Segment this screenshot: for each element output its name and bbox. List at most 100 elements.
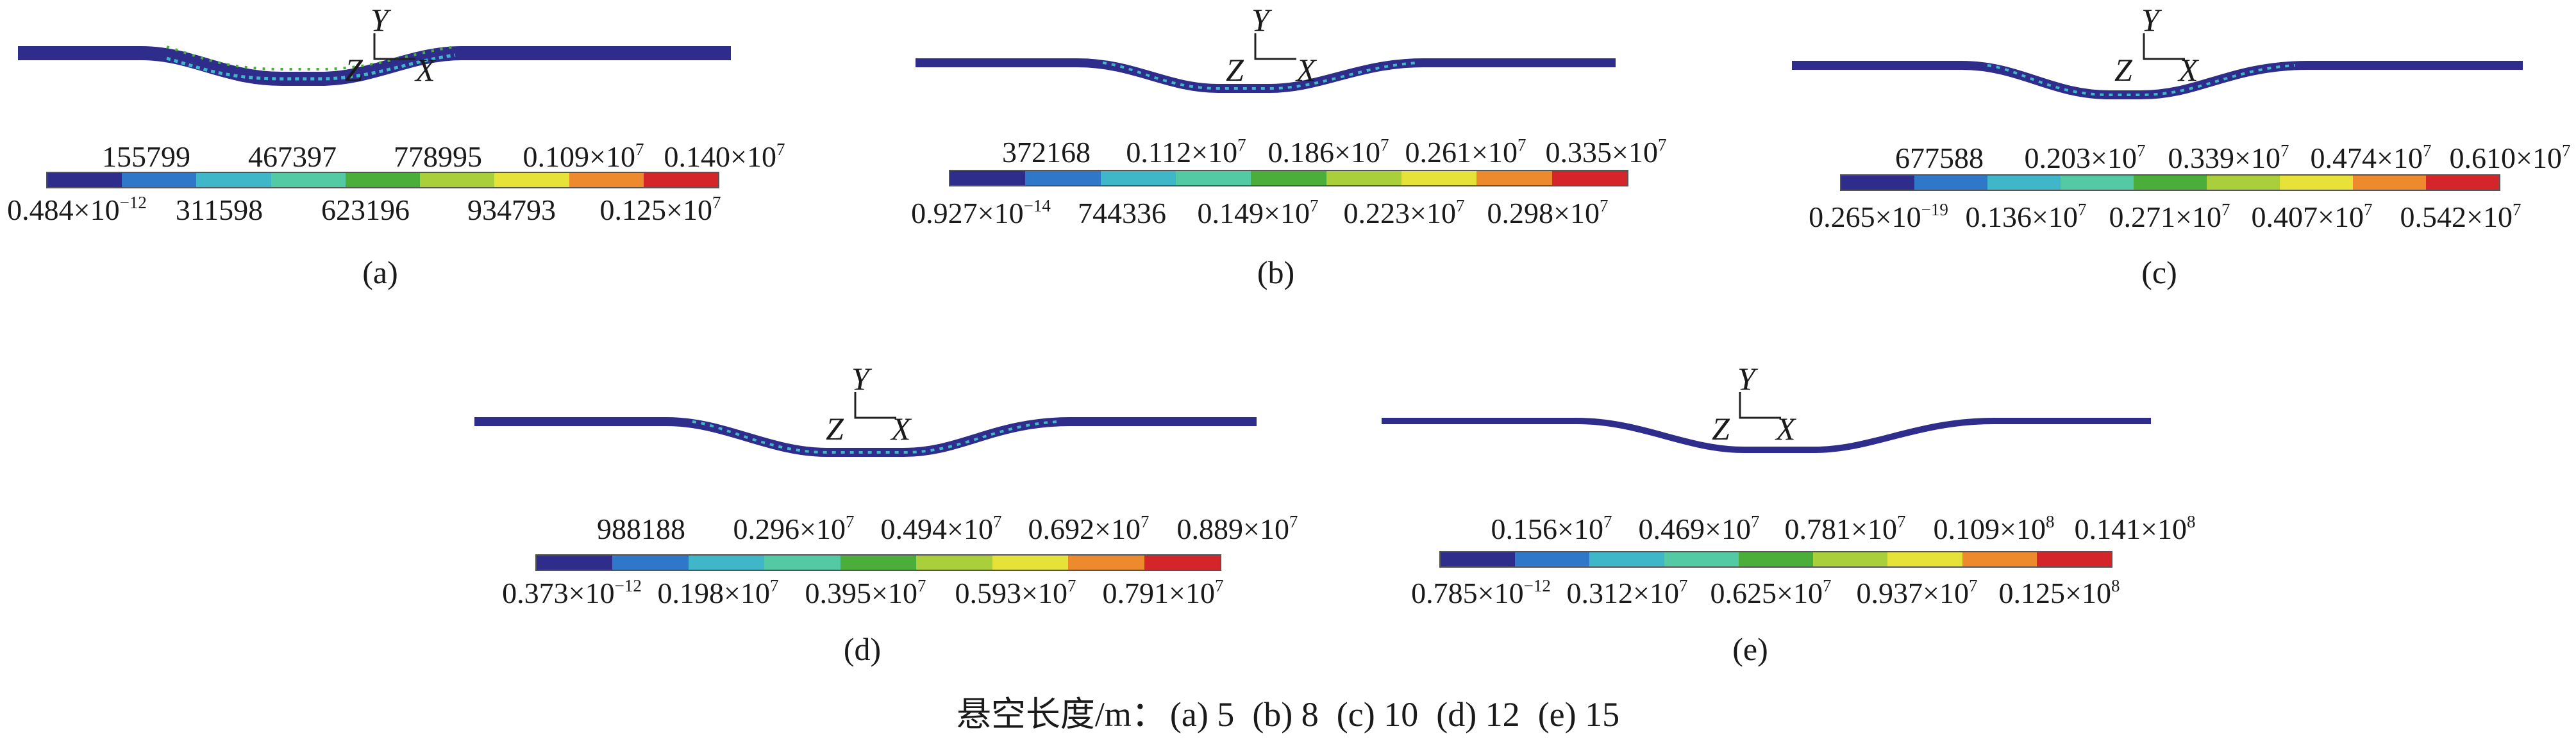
colorbar-segment	[2061, 176, 2134, 190]
colorbar-bottom-label-2: 0.312×107	[1566, 576, 1688, 609]
colorbar-segment	[537, 556, 613, 570]
colorbar-segment	[764, 556, 841, 570]
colorbar-segment	[992, 556, 1069, 570]
subfigure-label-a: (a)	[362, 254, 398, 290]
pipe-deformation-plot	[1792, 61, 2523, 99]
colorbar-segment	[271, 173, 346, 187]
colorbar-legend	[535, 554, 1221, 571]
axes-lines	[854, 392, 896, 419]
colorbar-bottom-label-4: 934793	[467, 194, 556, 226]
colorbar-top-label-2: 0.203×107	[2024, 141, 2146, 174]
colorbar-segment	[1175, 171, 1251, 185]
colorbar-bottom-label-5: 0.125×107	[599, 193, 721, 226]
colorbar-segment	[1962, 552, 2037, 566]
subfigure-label-c: (c)	[2141, 254, 2177, 290]
colorbar-segment	[688, 556, 765, 570]
colorbar-bottom-label-4: 0.407×107	[2251, 200, 2373, 233]
axis-z-label: Z	[826, 411, 844, 447]
colorbar-segment	[1100, 171, 1176, 185]
axis-z-label: Z	[2114, 52, 2132, 88]
colorbar-segment	[1813, 552, 1888, 566]
colorbar-top-label-1: 155799	[102, 140, 190, 173]
caption-item-c: (c) 10	[1336, 695, 1419, 734]
colorbar-bottom-label-1: 0.927×10−14	[911, 196, 1051, 229]
colorbar-bottom-label-1: 0.265×10−19	[1809, 200, 1948, 233]
colorbar-bottom-label-4: 0.937×107	[1856, 576, 1978, 609]
colorbar-segment	[1144, 556, 1220, 570]
axis-y-label: Y	[1251, 2, 1269, 38]
axis-z-label: Z	[1712, 411, 1730, 447]
pipe-deformation-plot	[1382, 418, 2151, 453]
figure-caption: 悬空长度/m： (a) 5 (b) 8 (c) 10 (d) 12 (e) 15	[0, 697, 2576, 732]
colorbar-top-label-5: 0.889×107	[1176, 512, 1298, 545]
colorbar-segment	[1589, 552, 1664, 566]
axes-lines	[1739, 392, 1781, 419]
axis-y-label: Y	[2141, 2, 2159, 38]
colorbar-segment	[1441, 552, 1516, 566]
colorbar-top-label-4: 0.109×108	[1933, 512, 2055, 545]
colorbar-bottom-label-1: 0.785×10−12	[1411, 576, 1551, 609]
colorbar-bottom-label-2: 744336	[1078, 197, 1166, 229]
colorbar-legend	[949, 170, 1628, 186]
colorbar-top-label-3: 778995	[394, 140, 482, 173]
colorbar-legend	[1840, 174, 2500, 191]
colorbar-top-label-2: 0.112×107	[1126, 135, 1246, 169]
colorbar-top-label-1: 0.156×107	[1491, 512, 1612, 545]
colorbar-top-label-1: 372168	[1002, 136, 1091, 169]
colorbar-bottom-label-2: 0.198×107	[657, 576, 779, 609]
colorbar-segment	[2036, 552, 2111, 566]
axes-lines	[373, 33, 415, 60]
colorbar-segment	[345, 173, 421, 187]
colorbar-segment	[2207, 176, 2280, 190]
subfigure-label-d: (d)	[843, 631, 882, 667]
colorbar-segment	[2353, 176, 2426, 190]
colorbar-bottom-label-1: 0.373×10−12	[502, 576, 642, 609]
colorbar-top-label-3: 0.494×107	[880, 512, 1002, 545]
colorbar-top-label-1: 988188	[597, 513, 685, 545]
caption-prefix: 悬空长度/m：	[956, 695, 1166, 734]
pipe-deformation-plot	[18, 45, 731, 86]
subfigure-label-b: (b)	[1257, 254, 1295, 290]
colorbar-top-label-2: 0.469×107	[1638, 512, 1760, 545]
colorbar-segment	[950, 171, 1026, 185]
axis-x-label: X	[1296, 52, 1316, 88]
colorbar-segment	[1068, 556, 1144, 570]
pipe-deformation-plot	[474, 417, 1257, 457]
colorbar-segment	[1914, 176, 1987, 190]
colorbar-bottom-label-2: 311598	[175, 194, 263, 226]
colorbar-segment	[840, 556, 917, 570]
pipe-deformation-plot	[916, 58, 1616, 93]
colorbar-bottom-label-5: 0.298×107	[1487, 196, 1609, 229]
colorbar-top-label-5: 0.140×107	[664, 140, 785, 173]
colorbar-bottom-label-4: 0.593×107	[955, 576, 1076, 609]
colorbar-top-label-5: 0.141×108	[2074, 512, 2196, 545]
colorbar-top-label-4: 0.474×107	[2310, 141, 2432, 174]
colorbar-top-label-5: 0.335×107	[1545, 135, 1667, 169]
caption-item-b: (b) 8	[1252, 695, 1319, 734]
colorbar-segment	[47, 173, 122, 187]
colorbar-segment	[612, 556, 689, 570]
colorbar-bottom-label-3: 0.149×107	[1197, 196, 1319, 229]
colorbar-bottom-label-5: 0.542×107	[2400, 200, 2522, 233]
colorbar-segment	[2280, 176, 2353, 190]
colorbar-top-label-4: 0.109×107	[523, 140, 644, 173]
colorbar-segment	[1251, 171, 1326, 185]
caption-item-e: (e) 15	[1537, 695, 1620, 734]
panel-b: Y Z X 372168 0.112×107 0.186×107 0.261×1…	[910, 0, 1680, 320]
axis-x-label: X	[415, 52, 435, 88]
colorbar-top-label-2: 467397	[248, 140, 337, 173]
colorbar-bottom-label-2: 0.136×107	[1965, 200, 2087, 233]
colorbar-segment	[1326, 171, 1401, 185]
colorbar-top-label-3: 0.339×107	[2168, 141, 2289, 174]
colorbar-legend	[46, 172, 719, 188]
caption-item-d: (d) 12	[1436, 695, 1520, 734]
panel-c: Y Z X 677588 0.203×107 0.339×107 0.474×1…	[1782, 0, 2570, 320]
colorbar-segment	[1987, 176, 2061, 190]
colorbar-legend	[1439, 551, 2112, 568]
colorbar-bottom-label-3: 0.271×107	[2109, 200, 2230, 233]
colorbar-top-label-3: 0.781×107	[1784, 512, 1906, 545]
axis-y-label: Y	[1737, 361, 1755, 397]
colorbar-segment	[1887, 552, 1962, 566]
colorbar-segment	[1025, 171, 1101, 185]
colorbar-segment	[2426, 176, 2499, 190]
